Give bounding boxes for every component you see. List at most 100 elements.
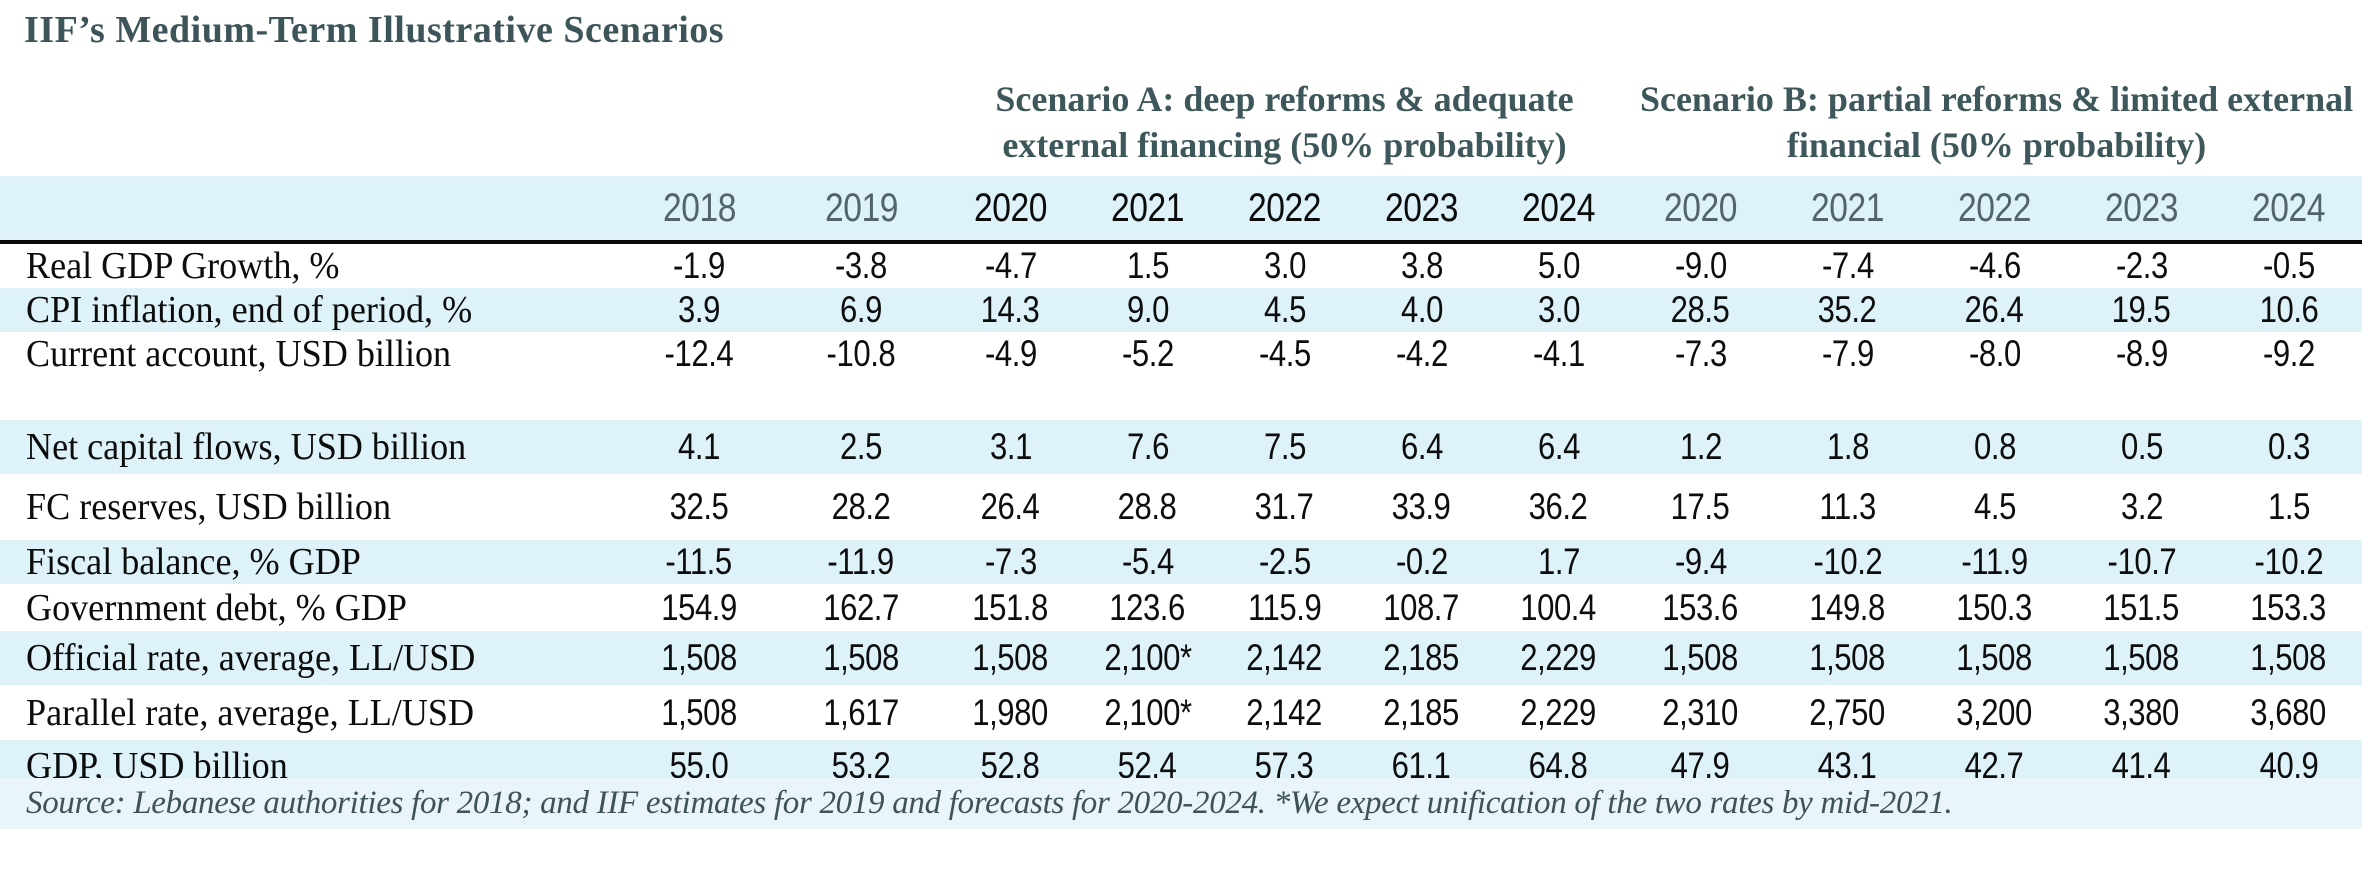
value-cell-actual-2019: 28.2 <box>831 486 891 527</box>
row-label: Net capital flows, USD billion <box>0 420 618 474</box>
value-cell-scenario_b-2020: 2,310 <box>1662 691 1739 733</box>
year-header-actual-2018: 2018 <box>618 176 780 244</box>
value-cell-scenario_a-2024: 2,229 <box>1490 631 1627 685</box>
year-header-scenario_a-2024: 2024 <box>1490 176 1627 244</box>
value-cell-scenario_b-2024: 10.6 <box>2215 288 2362 332</box>
value-cell-scenario_b-2024: -0.5 <box>2262 245 2315 286</box>
value-cell-scenario_b-2022: 0.8 <box>1921 420 2068 474</box>
source-strip: Source: Lebanese authorities for 2018; a… <box>0 778 2362 829</box>
value-cell-scenario_a-2022: 31.7 <box>1255 486 1314 527</box>
year-header-actual-2019: 2019 <box>780 176 942 244</box>
value-cell-actual-2019: 2.5 <box>780 420 942 474</box>
value-cell-scenario_a-2023: 3.8 <box>1400 245 1443 286</box>
value-cell-scenario_b-2020: 153.6 <box>1662 586 1739 628</box>
value-cell-scenario_b-2024: 153.3 <box>2250 586 2327 628</box>
table-row: Parallel rate, average, LL/USD 1,508 1,617… <box>0 685 2362 740</box>
scenarios-table: Scenario A: deep reforms & adequate exte… <box>0 56 2362 797</box>
value-cell-scenario_a-2022: 115.9 <box>1247 586 1322 628</box>
value-cell-scenario_a-2021: -5.4 <box>1079 540 1216 584</box>
table-row: Current account, USD billion -12.4 -10.8 -4… <box>0 332 2362 376</box>
table-row: Official rate, average, LL/USD 1,508 1,508… <box>0 631 2362 685</box>
value-cell-scenario_a-2024: 3.0 <box>1490 288 1627 332</box>
value-cell-scenario_a-2024: 6.4 <box>1490 420 1627 474</box>
value-cell-actual-2018: 3.9 <box>618 288 780 332</box>
spacer-cell <box>0 376 2362 420</box>
value-cell-scenario_a-2021: 2,100* <box>1103 691 1192 733</box>
value-cell-scenario_b-2021: 149.8 <box>1809 586 1886 628</box>
value-cell-actual-2019: -3.8 <box>835 245 887 286</box>
value-cell-actual-2019: -10.8 <box>826 333 896 374</box>
row-label: CPI inflation, end of period, % <box>0 288 618 332</box>
value-cell-scenario_a-2020: -4.9 <box>984 333 1037 374</box>
value-cell-scenario_a-2023: 4.0 <box>1353 288 1490 332</box>
year-header-row: 2018 2019 2020 2021 2022 2023 2024 2020 2021 2022… <box>0 176 2362 244</box>
value-cell-scenario_a-2020: -4.7 <box>984 245 1037 286</box>
value-cell-scenario_b-2023: -8.9 <box>2115 333 2168 374</box>
value-cell-scenario_b-2023: 1,508 <box>2068 631 2215 685</box>
year-header-scenario_a-2022: 2022 <box>1216 176 1353 244</box>
value-cell-scenario_b-2021: -7.9 <box>1821 333 1874 374</box>
table-row: Government debt, % GDP 154.9 162.7 151.8 123… <box>0 584 2362 631</box>
value-cell-scenario_a-2022: 3.0 <box>1263 245 1306 286</box>
value-cell-scenario_a-2020: -7.3 <box>942 540 1079 584</box>
value-cell-scenario_a-2024: 1.7 <box>1490 540 1627 584</box>
value-cell-actual-2018: 1,508 <box>661 691 737 733</box>
source-note: Source: Lebanese authorities for 2018; a… <box>26 785 1953 821</box>
value-cell-scenario_b-2020: -9.4 <box>1627 540 1774 584</box>
row-label: Official rate, average, LL/USD <box>0 631 618 685</box>
value-cell-scenario_a-2021: 1.5 <box>1126 245 1169 286</box>
value-cell-scenario_b-2022: 3,200 <box>1956 691 2033 733</box>
value-cell-scenario_b-2023: 3.2 <box>2120 486 2163 527</box>
value-cell-scenario_b-2021: 11.3 <box>1819 486 1876 527</box>
value-cell-scenario_b-2024: 1.5 <box>2267 486 2310 527</box>
scenario-a-header: Scenario A: deep reforms & adequate exte… <box>995 78 1574 165</box>
value-cell-scenario_a-2022: 2,142 <box>1246 691 1323 733</box>
scenario-header-spacer <box>0 56 942 176</box>
row-label: Government debt, % GDP <box>26 586 407 629</box>
year-header-scenario_a-2020: 2020 <box>942 176 1079 244</box>
value-cell-scenario_a-2024: 5.0 <box>1537 245 1580 286</box>
value-cell-actual-2019: 1,508 <box>780 631 942 685</box>
value-cell-scenario_b-2023: 151.5 <box>2103 586 2180 628</box>
value-cell-scenario_b-2021: 2,750 <box>1809 691 1886 733</box>
value-cell-actual-2018: -1.9 <box>673 245 725 286</box>
value-cell-scenario_b-2024: 0.3 <box>2215 420 2362 474</box>
value-cell-scenario_b-2021: -10.2 <box>1774 540 1921 584</box>
value-cell-scenario_a-2023: -0.2 <box>1353 540 1490 584</box>
value-cell-scenario_b-2022: -11.9 <box>1921 540 2068 584</box>
table-row: FC reserves, USD billion 32.5 28.2 26.4 28.8… <box>0 474 2362 540</box>
value-cell-scenario_a-2024: 2,229 <box>1520 691 1597 733</box>
value-cell-scenario_b-2020: -9.0 <box>1674 245 1727 286</box>
value-cell-scenario_b-2020: 28.5 <box>1627 288 1774 332</box>
value-cell-actual-2018: 4.1 <box>618 420 780 474</box>
value-cell-scenario_b-2023: -2.3 <box>2115 245 2168 286</box>
value-cell-scenario_a-2023: 2,185 <box>1383 691 1460 733</box>
row-label: Parallel rate, average, LL/USD <box>26 691 475 734</box>
scenario-b-header: Scenario B: partial reforms & limited ex… <box>1639 78 2354 165</box>
value-cell-scenario_a-2024: -4.1 <box>1532 333 1585 374</box>
value-cell-scenario_a-2020: 14.3 <box>942 288 1079 332</box>
scenario-header-row: Scenario A: deep reforms & adequate exte… <box>0 56 2362 176</box>
value-cell-scenario_a-2022: -4.5 <box>1258 333 1311 374</box>
value-cell-actual-2019: 6.9 <box>780 288 942 332</box>
value-cell-scenario_a-2021: 9.0 <box>1079 288 1216 332</box>
value-cell-scenario_b-2020: -7.3 <box>1674 333 1727 374</box>
value-cell-scenario_a-2020: 1,508 <box>942 631 1079 685</box>
value-cell-scenario_a-2021: -5.2 <box>1121 333 1174 374</box>
value-cell-scenario_a-2022: -2.5 <box>1216 540 1353 584</box>
value-cell-scenario_b-2022: 150.3 <box>1956 586 2033 628</box>
year-header-scenario_b-2022: 2022 <box>1921 176 2068 244</box>
value-cell-scenario_b-2023: 3,380 <box>2103 691 2180 733</box>
value-cell-actual-2019: 1,617 <box>823 691 899 733</box>
row-label: Fiscal balance, % GDP <box>0 540 618 584</box>
value-cell-scenario_b-2020: 1.2 <box>1627 420 1774 474</box>
value-cell-scenario_a-2021: 123.6 <box>1109 586 1186 628</box>
value-cell-scenario_a-2022: 7.5 <box>1216 420 1353 474</box>
value-cell-scenario_b-2024: -10.2 <box>2215 540 2362 584</box>
value-cell-actual-2018: 1,508 <box>618 631 780 685</box>
value-cell-scenario_b-2020: 17.5 <box>1671 486 1730 527</box>
value-cell-scenario_a-2023: 2,185 <box>1353 631 1490 685</box>
value-cell-actual-2018: -12.4 <box>664 333 734 374</box>
value-cell-scenario_a-2023: 108.7 <box>1383 586 1460 628</box>
